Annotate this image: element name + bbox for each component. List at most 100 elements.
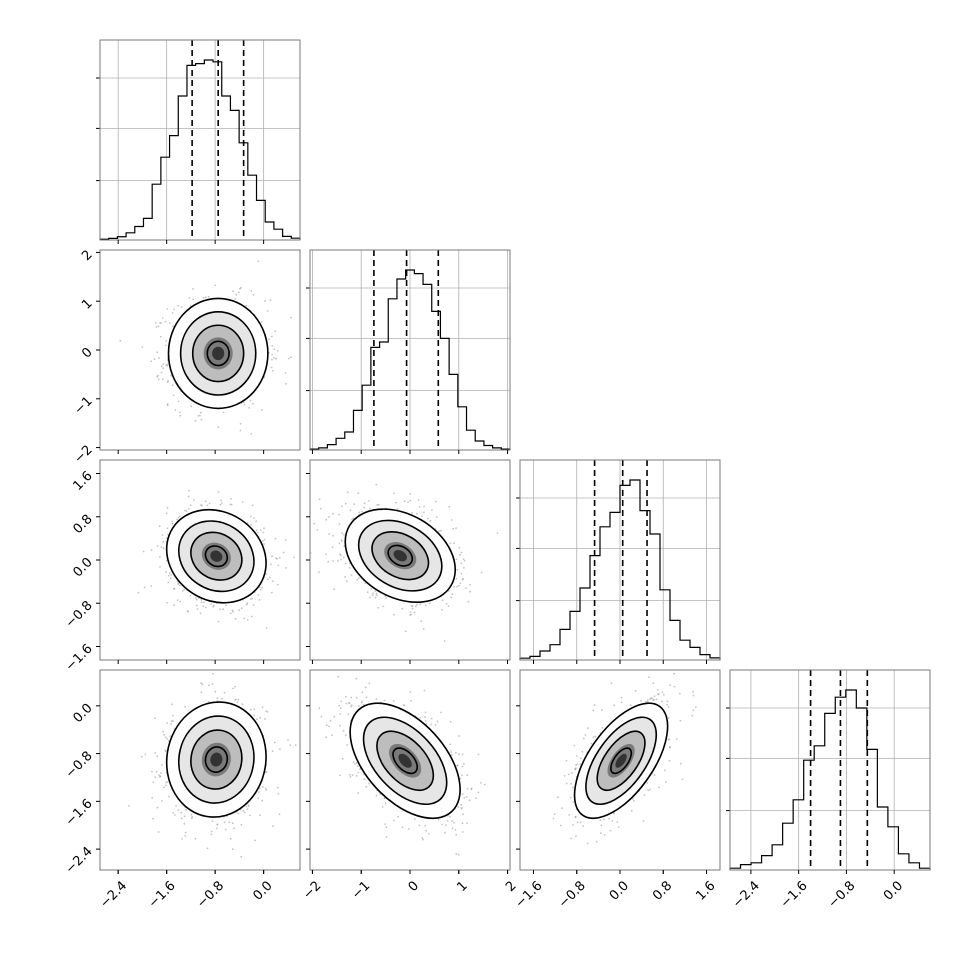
scatter-point: [353, 503, 355, 505]
scatter-point: [176, 599, 179, 601]
scatter-point: [219, 608, 221, 611]
scatter-point: [242, 809, 245, 812]
scatter-point: [174, 814, 176, 816]
density-content: [137, 489, 295, 629]
scatter-point: [159, 335, 162, 338]
scatter-point: [152, 817, 155, 820]
scatter-point: [372, 592, 374, 594]
scatter-point: [238, 291, 240, 294]
scatter-point: [377, 606, 380, 609]
scatter-point: [369, 596, 371, 599]
scatter-point: [282, 551, 285, 554]
scatter-point: [328, 533, 330, 535]
scatter-point: [154, 752, 157, 754]
scatter-point: [232, 687, 235, 690]
scatter-point: [343, 534, 345, 536]
scatter-point: [261, 786, 264, 788]
scatter-point: [204, 500, 207, 503]
density-panel-2-0: [96, 459, 301, 664]
density-panel-2-1: [306, 459, 511, 664]
scatter-point: [249, 515, 252, 518]
scatter-point: [445, 602, 448, 605]
scatter-point: [338, 542, 341, 545]
scatter-point: [349, 776, 352, 778]
scatter-point: [217, 426, 220, 428]
scatter-point: [370, 587, 373, 590]
scatter-point: [313, 522, 316, 525]
scatter-point: [273, 348, 276, 351]
scatter-point: [465, 796, 468, 798]
scatter-point: [265, 710, 267, 712]
scatter-point: [168, 322, 171, 325]
scatter-point: [257, 594, 260, 596]
scatter-point: [270, 591, 273, 594]
scatter-point: [351, 774, 354, 777]
scatter-point: [337, 675, 340, 678]
histogram-panel-3: [726, 669, 931, 871]
scatter-point: [194, 420, 197, 422]
density-fill: [210, 550, 223, 562]
scatter-point: [176, 518, 178, 521]
scatter-point: [158, 525, 161, 528]
scatter-point: [224, 828, 227, 831]
scatter-point: [236, 701, 239, 703]
scatter-point: [480, 571, 483, 574]
scatter-point: [341, 505, 343, 508]
scatter-point: [172, 812, 175, 814]
scatter-point: [194, 597, 197, 599]
scatter-point: [216, 697, 219, 700]
scatter-point: [230, 497, 232, 500]
scatter-point: [200, 682, 203, 685]
scatter-point: [137, 591, 140, 594]
scatter-point: [174, 409, 177, 411]
scatter-point: [376, 504, 379, 506]
scatter-point: [349, 509, 352, 511]
scatter-point: [163, 786, 166, 789]
scatter-point: [455, 558, 458, 561]
scatter-point: [318, 571, 320, 573]
scatter-point: [195, 604, 198, 607]
scatter-point: [287, 357, 290, 360]
scatter-point: [262, 540, 264, 542]
scatter-point: [233, 827, 236, 830]
scatter-point: [196, 608, 199, 610]
scatter-point: [271, 369, 274, 372]
scatter-point: [208, 502, 211, 505]
scatter-point: [161, 800, 163, 802]
scatter-point: [253, 714, 256, 717]
scatter-point: [462, 558, 465, 560]
scatter-point: [216, 827, 218, 830]
scatter-point: [222, 411, 225, 414]
scatter-point: [259, 717, 262, 719]
scatter-point: [290, 356, 292, 359]
scatter-point: [208, 684, 211, 687]
scatter-point: [200, 691, 203, 694]
scatter-point: [249, 399, 252, 402]
scatter-point: [232, 290, 234, 292]
scatter-point: [259, 529, 262, 531]
scatter-point: [375, 594, 378, 596]
scatter-point: [352, 517, 355, 520]
scatter-point: [259, 588, 262, 591]
scatter-point: [454, 829, 457, 831]
scatter-point: [410, 605, 413, 607]
scatter-point: [234, 298, 237, 300]
scatter-point: [191, 816, 194, 818]
contour-line: [191, 324, 245, 383]
scatter-point: [271, 353, 273, 356]
scatter-point: [447, 605, 450, 607]
density-content: [119, 260, 292, 435]
scatter-point: [210, 603, 213, 605]
scatter-point: [229, 837, 232, 840]
scatter-point: [160, 772, 162, 774]
scatter-point: [419, 603, 422, 606]
scatter-point: [144, 753, 147, 756]
contour-line: [357, 519, 443, 592]
scatter-point: [396, 507, 399, 510]
histogram-panel-0: [96, 39, 301, 241]
scatter-point: [381, 806, 384, 808]
scatter-point: [172, 394, 175, 397]
scatter-point: [161, 378, 164, 381]
scatter-point: [357, 577, 360, 579]
scatter-point: [275, 557, 277, 560]
